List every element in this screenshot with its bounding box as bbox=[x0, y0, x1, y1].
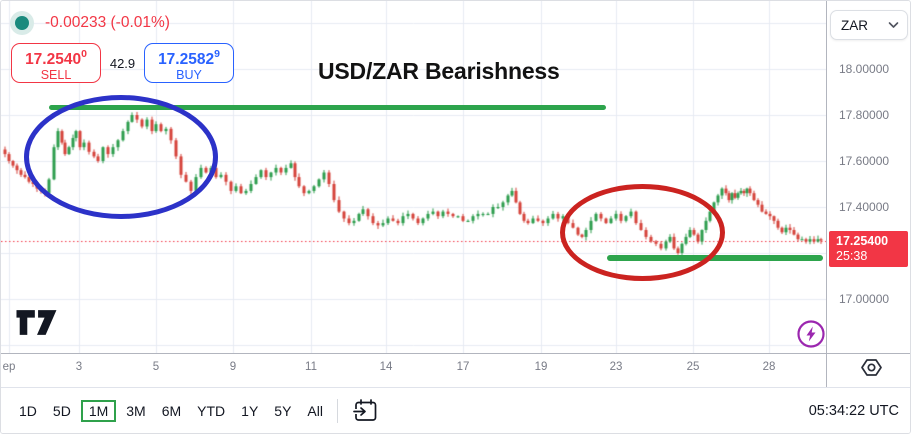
tradingview-logo[interactable] bbox=[14, 309, 60, 336]
price-change-text: -0.00233 (-0.01%) bbox=[45, 14, 170, 31]
range-button-1m[interactable]: 1M bbox=[80, 399, 117, 422]
spread-value: 42.9 bbox=[109, 56, 136, 71]
time-tick-label: 25 bbox=[686, 361, 700, 373]
date-range-buttons: 1D 5D 1M 3M 6M YTD 1Y 5Y All bbox=[11, 399, 331, 422]
red-ellipse-annotation[interactable] bbox=[560, 184, 725, 281]
sell-button[interactable]: 17.25400 SELL bbox=[11, 43, 101, 83]
toolbar-border bbox=[1, 387, 910, 388]
price-axis-border bbox=[826, 1, 827, 388]
toolbar-divider bbox=[336, 398, 338, 423]
time-tick-label: 19 bbox=[534, 361, 548, 373]
time-axis-border bbox=[1, 353, 910, 354]
price-axis[interactable]: ZAR 18.00000 17.80000 17.60000 17.40000 17.0… bbox=[827, 1, 910, 353]
range-button-5y[interactable]: 5Y bbox=[274, 402, 292, 419]
buy-price: 17.25829 bbox=[158, 48, 220, 69]
utc-clock[interactable]: 05:34:22 UTC bbox=[808, 402, 899, 419]
price-tick-label: 17.60000 bbox=[839, 154, 890, 168]
lightning-boost-icon[interactable] bbox=[795, 318, 827, 350]
sell-label: SELL bbox=[40, 68, 72, 83]
time-tick-label: 3 bbox=[75, 361, 83, 373]
time-tick-label: 17 bbox=[456, 361, 470, 373]
chart-pane[interactable]: USD/ZAR Bearishness -0.00233 (-0.01%) 17… bbox=[1, 1, 826, 353]
range-button-1y[interactable]: 1Y bbox=[241, 402, 259, 419]
time-tick-label: ep bbox=[2, 361, 16, 373]
range-button-all[interactable]: All bbox=[307, 402, 323, 419]
time-tick-label: 5 bbox=[152, 361, 160, 373]
sell-price: 17.25400 bbox=[25, 48, 87, 69]
time-tick-label: 14 bbox=[379, 361, 393, 373]
price-tick-label: 17.00000 bbox=[839, 292, 890, 306]
bottom-toolbar: 1D 5D 1M 3M 6M YTD 1Y 5Y All 05:34:22 UTC bbox=[1, 388, 910, 433]
resistance-line-annotation[interactable] bbox=[49, 105, 606, 110]
chevron-down-icon bbox=[888, 22, 899, 28]
chart-title-annotation[interactable]: USD/ZAR Bearishness bbox=[318, 58, 560, 84]
time-tick-label: 11 bbox=[305, 361, 317, 373]
time-axis[interactable]: ep 3 5 9 11 14 17 19 23 25 28 bbox=[1, 354, 826, 387]
range-button-ytd[interactable]: YTD bbox=[197, 402, 226, 419]
buy-button[interactable]: 17.25829 BUY bbox=[144, 43, 234, 83]
range-button-3m[interactable]: 3M bbox=[126, 402, 146, 419]
currency-selector-label: ZAR bbox=[841, 17, 868, 33]
go-to-date-icon[interactable] bbox=[351, 397, 379, 424]
range-button-1d[interactable]: 1D bbox=[19, 402, 37, 419]
price-tick-label: 17.80000 bbox=[839, 108, 890, 122]
range-button-6m[interactable]: 6M bbox=[161, 402, 182, 419]
buy-label: BUY bbox=[176, 68, 202, 83]
currency-selector-button[interactable]: ZAR bbox=[830, 10, 908, 40]
blue-ellipse-annotation[interactable] bbox=[24, 95, 218, 219]
last-price-value: 17.25400 bbox=[836, 234, 889, 248]
symbol-status-dot-icon bbox=[15, 16, 29, 30]
price-tick-label: 17.40000 bbox=[839, 200, 890, 214]
axis-settings-icon[interactable] bbox=[860, 356, 883, 379]
time-tick-label: 23 bbox=[609, 361, 623, 373]
last-price-tag: 17.25400 25:38 bbox=[829, 231, 908, 267]
price-tick-label: 18.00000 bbox=[839, 62, 890, 76]
range-button-5d[interactable]: 5D bbox=[52, 402, 71, 419]
support-line-annotation[interactable] bbox=[607, 255, 823, 261]
time-tick-label: 9 bbox=[229, 361, 237, 373]
time-tick-label: 28 bbox=[762, 361, 776, 373]
bar-countdown-timer: 25:38 bbox=[836, 249, 868, 263]
